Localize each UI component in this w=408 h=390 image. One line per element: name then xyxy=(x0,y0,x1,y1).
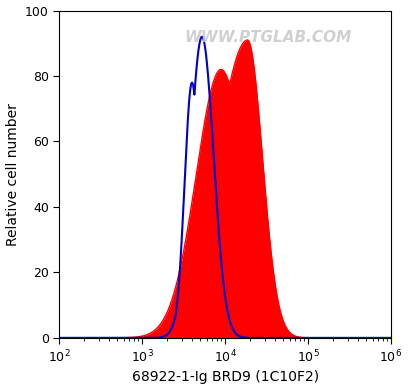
Y-axis label: Relative cell number: Relative cell number xyxy=(6,103,20,246)
Text: WWW.PTGLAB.COM: WWW.PTGLAB.COM xyxy=(185,30,352,45)
X-axis label: 68922-1-Ig BRD9 (1C10F2): 68922-1-Ig BRD9 (1C10F2) xyxy=(132,370,319,385)
